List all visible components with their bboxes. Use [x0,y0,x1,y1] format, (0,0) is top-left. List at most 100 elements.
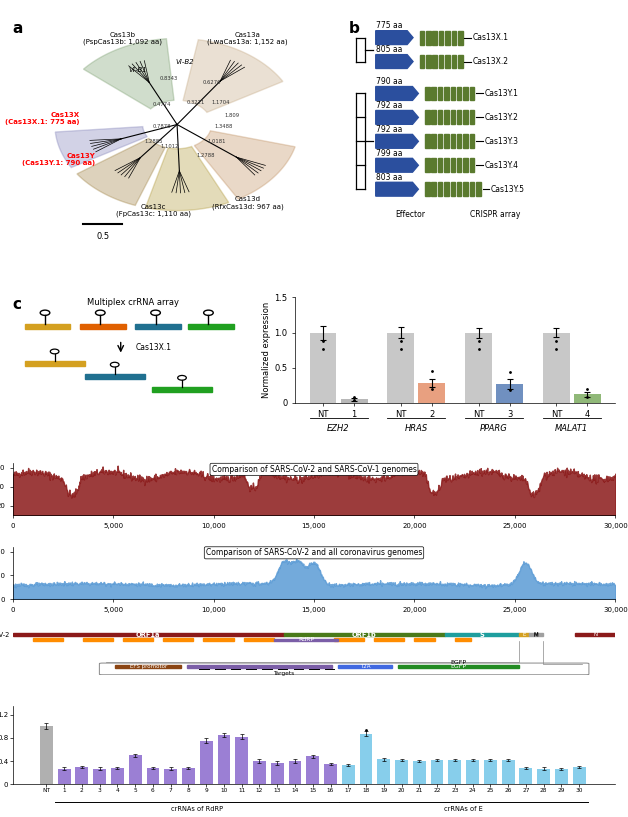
Bar [574,395,601,403]
FancyArrow shape [376,135,418,148]
Polygon shape [84,38,174,109]
Bar [85,374,144,379]
Bar [146,768,160,784]
Bar [476,182,480,196]
Bar [438,87,442,100]
Text: 1.0181: 1.0181 [207,139,225,144]
Bar [398,665,519,668]
Bar [203,638,234,641]
Text: 805 aa: 805 aa [376,45,402,54]
Bar [420,55,424,69]
Bar [152,387,212,392]
Bar [450,135,455,148]
Text: 0.6276: 0.6276 [202,80,221,85]
Text: Cas13X.2: Cas13X.2 [472,57,509,66]
Text: ORF1a: ORF1a [136,632,161,637]
Bar [444,135,449,148]
Bar [465,333,492,403]
Bar [450,87,455,100]
Text: Cas13Y.3: Cas13Y.3 [484,136,518,146]
Bar [431,760,443,784]
Polygon shape [194,131,295,199]
Text: 1.1704: 1.1704 [212,100,230,105]
FancyBboxPatch shape [99,663,589,675]
Text: CRISPR array: CRISPR array [470,210,521,219]
Bar [457,87,462,100]
Bar [58,769,70,784]
Bar [426,55,431,69]
Bar [244,638,274,641]
Text: EZH2: EZH2 [327,424,350,433]
Bar [444,182,449,196]
Text: Cas13X.1: Cas13X.1 [472,33,509,42]
Text: 790 aa: 790 aa [376,77,402,86]
Bar [452,31,456,45]
Bar [188,324,234,329]
Bar [439,31,443,45]
Bar [450,110,455,124]
Text: 775 aa: 775 aa [376,21,402,30]
Bar [342,766,355,784]
Text: Comparison of SARS-CoV-2 and all coronavirus genomes: Comparison of SARS-CoV-2 and all coronav… [206,548,422,557]
Bar [425,182,430,196]
Bar [463,182,468,196]
Bar [458,55,463,69]
Bar [24,361,85,366]
Bar [470,135,474,148]
Bar [431,110,436,124]
Text: S: S [479,632,484,637]
FancyArrow shape [376,182,418,196]
Text: a: a [13,20,23,36]
Bar [496,384,523,403]
Text: M: M [534,632,538,637]
Bar [377,759,390,784]
Bar [338,665,392,668]
Bar [187,665,332,668]
Text: 1.1012: 1.1012 [160,144,178,149]
Bar [418,383,445,403]
Text: 0.7878: 0.7878 [152,124,171,129]
Bar [573,767,585,784]
Text: b: b [349,20,360,36]
Bar [431,158,436,172]
Bar [413,761,426,784]
Bar [129,755,141,784]
Bar [463,110,468,124]
Bar [438,110,442,124]
Bar [360,734,372,784]
Text: HRAS: HRAS [404,424,428,433]
Bar [135,324,181,329]
Bar [458,31,463,45]
Bar [163,638,193,641]
Bar [444,158,449,172]
Bar [438,158,442,172]
Text: Cas13b
(PspCas13b: 1,092 aa): Cas13b (PspCas13b: 1,092 aa) [83,32,162,45]
Bar [463,135,468,148]
Bar [463,158,468,172]
Text: 0.4774: 0.4774 [152,102,171,107]
Bar [83,638,113,641]
Text: EGFP: EGFP [451,664,467,669]
Text: Multiplex crRNA array: Multiplex crRNA array [87,298,179,307]
Bar [395,760,408,784]
Bar [448,760,461,784]
Polygon shape [77,138,165,205]
Text: crRNAs of RdRP: crRNAs of RdRP [171,806,224,812]
Text: Cas13Y.2: Cas13Y.2 [484,113,518,122]
Text: 792 aa: 792 aa [376,125,402,134]
Bar [425,110,430,124]
Text: 803 aa: 803 aa [376,172,402,181]
Text: 0.8343: 0.8343 [160,76,178,81]
Bar [537,769,550,784]
Bar [425,158,430,172]
Text: RdRP: RdRP [298,637,314,642]
Bar [450,158,455,172]
Bar [431,87,436,100]
FancyArrow shape [376,158,418,172]
Bar [182,768,195,784]
Text: Cas13d
(RfxCas13d: 967 aa): Cas13d (RfxCas13d: 967 aa) [212,196,283,210]
Bar [439,55,443,69]
Bar [93,769,106,784]
Bar [543,333,570,403]
Text: 1.809: 1.809 [224,114,239,118]
